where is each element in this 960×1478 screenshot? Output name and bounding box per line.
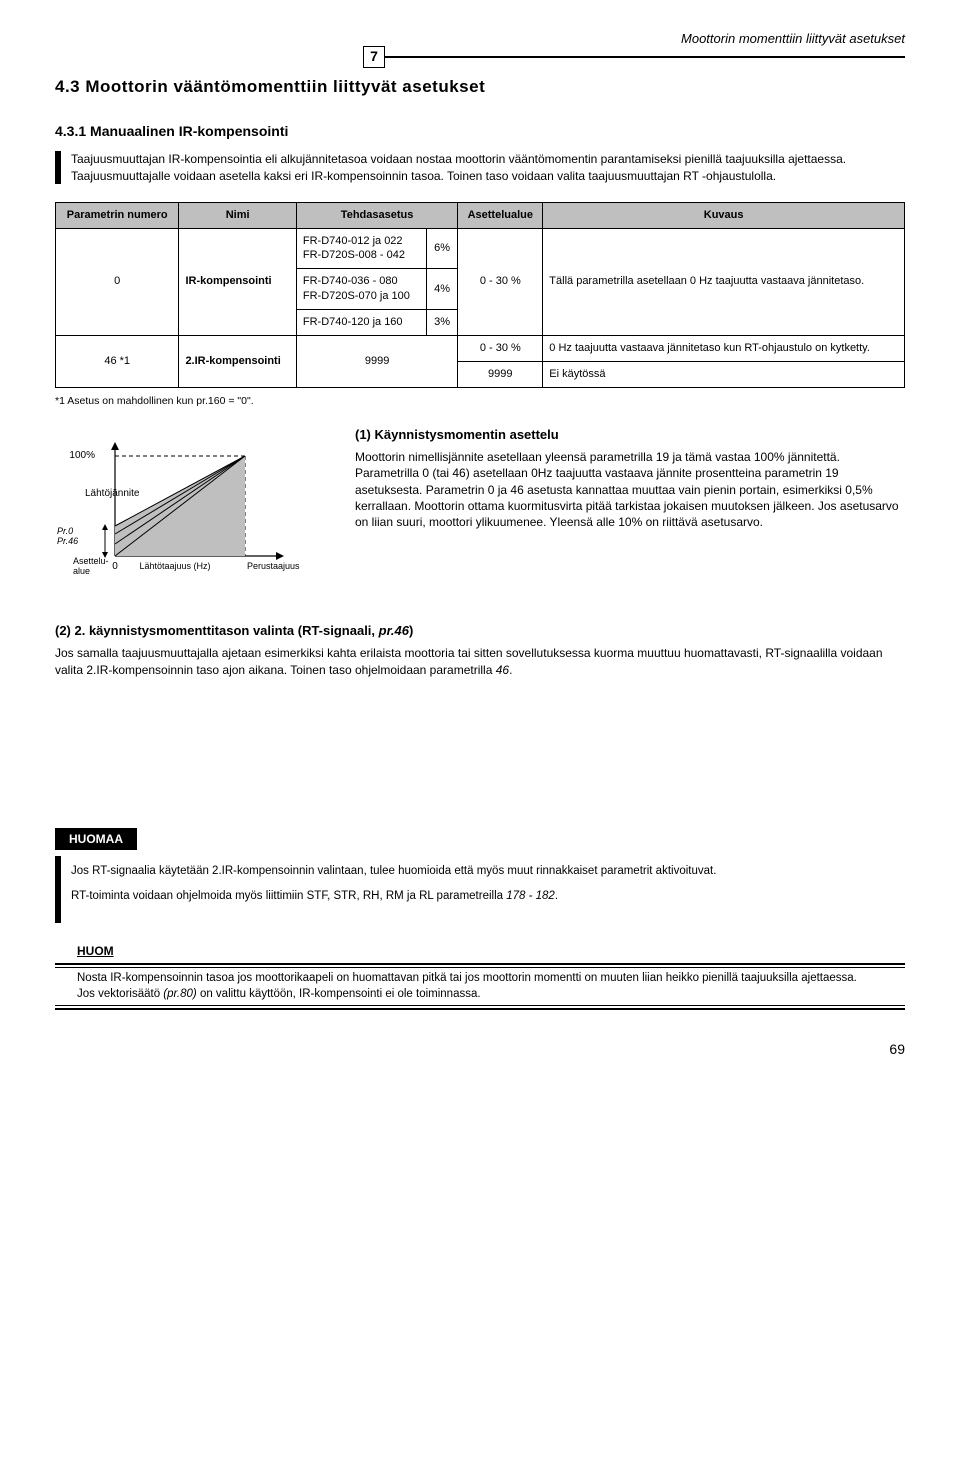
cell-range: 9999 [458, 361, 543, 387]
cell-param-num: 46 *1 [56, 335, 179, 387]
cell-default-val: 4% [426, 269, 457, 310]
huom-l1: Nosta IR-kompensoinnin tasoa jos moottor… [55, 971, 905, 987]
body2-title: (2) 2. käynnistysmomenttitason valinta (… [55, 622, 905, 640]
cell-param-name: 2.IR-kompensointi [179, 335, 296, 387]
th-range: Asettelualue [458, 202, 543, 228]
cell-range: 0 - 30 % [458, 228, 543, 335]
cell-default-model: FR-D740-012 ja 022 FR-D720S-008 - 042 [296, 228, 426, 269]
voltage-chart: 100% Lähtöjännite Pr.0 Pr.46 Asettelu- a… [55, 426, 335, 600]
intro-paragraph: Taajuusmuuttajan IR-kompensointia eli al… [55, 151, 905, 183]
th-desc: Kuvaus [543, 202, 905, 228]
running-head: Moottorin momenttiin liittyvät asetukset [55, 30, 905, 48]
chart-pr-label: Pr.0 [57, 526, 73, 536]
cell-default-model: FR-D740-120 ja 160 [296, 309, 426, 335]
table-row: 0 IR-kompensointi FR-D740-012 ja 022 FR-… [56, 228, 905, 269]
cell-default: 9999 [296, 335, 457, 387]
note-p1: Jos RT-signaalia käytetään 2.IR-kompenso… [71, 864, 895, 880]
huom-head: HUOM [77, 943, 114, 959]
huom-l2: Jos vektorisäätö (pr.80) on valittu käyt… [55, 987, 905, 1003]
body2-text: Jos samalla taajuusmuuttajalla ajetaan e… [55, 645, 905, 677]
running-head-text: Moottorin momenttiin liittyvät asetukset [681, 31, 905, 46]
cell-desc: 0 Hz taajuutta vastaava jännitetaso kun … [543, 335, 905, 361]
cell-desc: Ei käytössä [543, 361, 905, 387]
table-row: 46 *1 2.IR-kompensointi 9999 0 - 30 % 0 … [56, 335, 905, 361]
table-footnote: *1 Asetus on mahdollinen kun pr.160 = "0… [55, 394, 905, 408]
intro-text: Taajuusmuuttajan IR-kompensointia eli al… [71, 151, 905, 183]
note-p2: RT-toiminta voidaan ohjelmoida myös liit… [71, 889, 895, 905]
header-rule: 7 [55, 56, 905, 58]
subsection-title: 4.3.1 Manuaalinen IR-kompensointi [55, 122, 905, 141]
chart-x-right: Perustaajuus [247, 561, 300, 571]
section-title: 4.3 Moottorin vääntömomenttiin liittyvät… [55, 76, 905, 99]
body1-title: (1) Käynnistysmomentin asettelu [355, 426, 905, 444]
chart-pr-label2: Pr.46 [57, 536, 78, 546]
chart-left-caption: Lähtöjännite [85, 488, 140, 499]
body1-text: Moottorin nimellisjännite asetellaan yle… [355, 449, 905, 530]
cell-desc: Tällä parametrilla asetellaan 0 Hz taaju… [543, 228, 905, 335]
chart-x-mid: Lähtötaajuus (Hz) [139, 561, 210, 571]
page-number: 69 [55, 1040, 905, 1059]
th-num: Parametrin numero [56, 202, 179, 228]
parameter-table: Parametrin numero Nimi Tehdasasetus Aset… [55, 202, 905, 388]
note-huom: HUOM Nosta IR-kompensoinnin tasoa jos mo… [55, 943, 905, 1010]
chart-asettelu2: alue [73, 566, 90, 576]
chart-y-label: 100% [69, 450, 95, 461]
cell-range: 0 - 30 % [458, 335, 543, 361]
cell-default-val: 3% [426, 309, 457, 335]
note-head: HUOMAA [55, 828, 137, 850]
note-huomaa: HUOMAA Jos RT-signaalia käytetään 2.IR-k… [55, 828, 905, 923]
table-header-row: Parametrin numero Nimi Tehdasasetus Aset… [56, 202, 905, 228]
cell-param-num: 0 [56, 228, 179, 335]
header-glyph: 7 [363, 46, 385, 68]
chart-x-zero: 0 [112, 561, 118, 572]
cell-default-val: 6% [426, 228, 457, 269]
cell-default-model: FR-D740-036 - 080 FR-D720S-070 ja 100 [296, 269, 426, 310]
chart-asettelu1: Asettelu- [73, 556, 109, 566]
th-default: Tehdasasetus [296, 202, 457, 228]
th-name: Nimi [179, 202, 296, 228]
cell-param-name: IR-kompensointi [179, 228, 296, 335]
